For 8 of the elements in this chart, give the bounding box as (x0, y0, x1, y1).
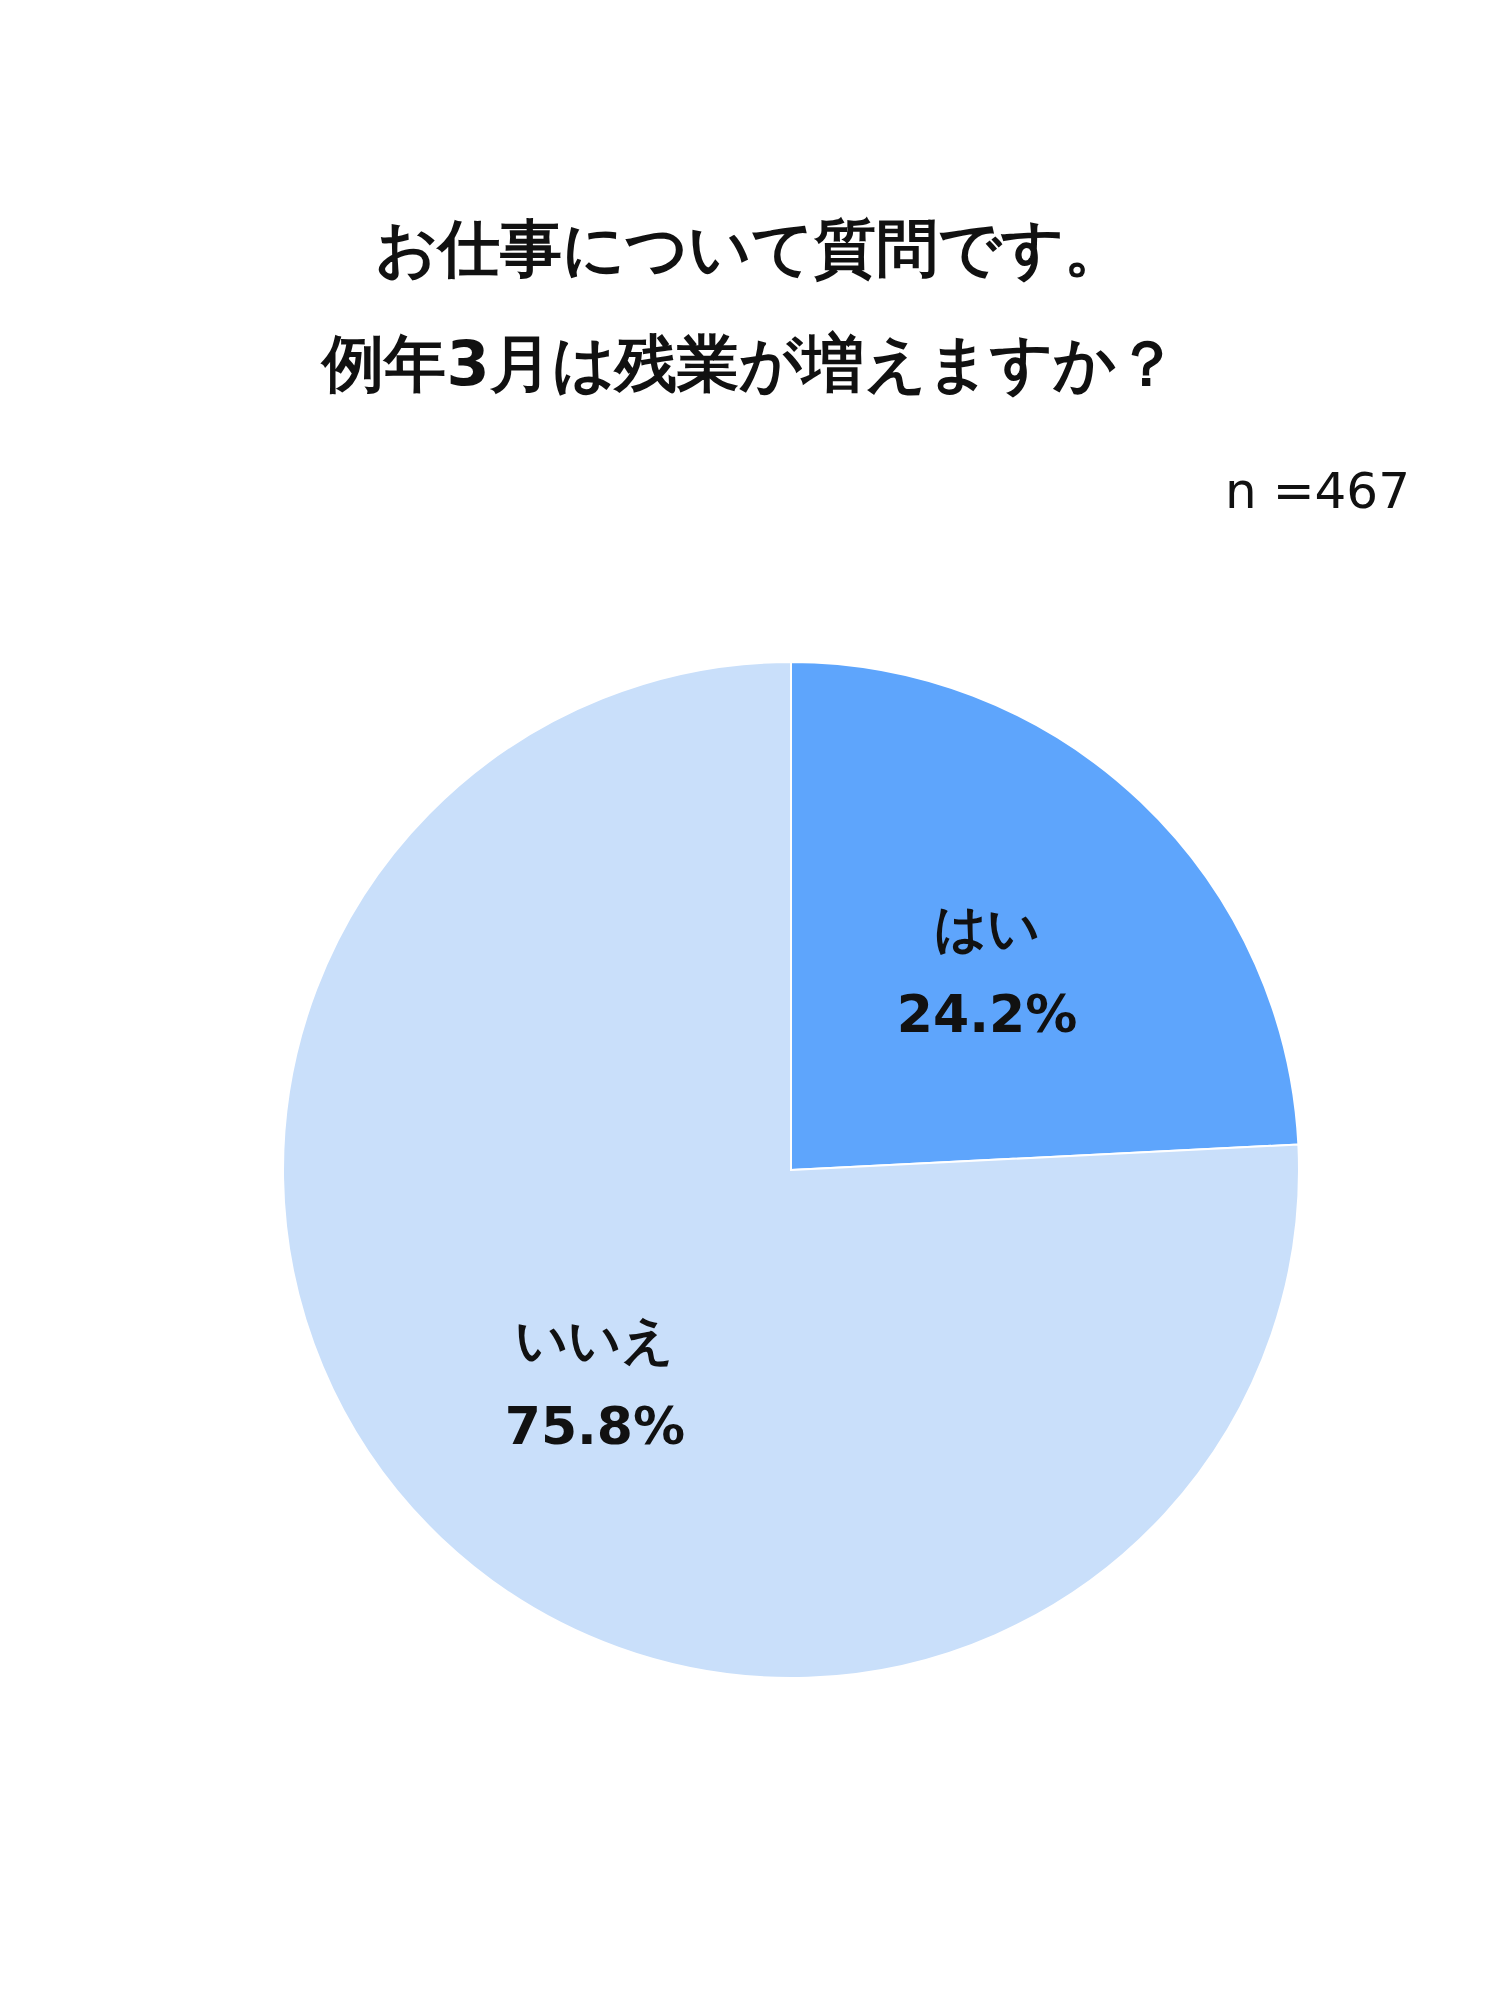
chart-subtitle: 例年3月は残業が増えますか？ (320, 327, 1178, 400)
data-label: 75.8% (504, 1396, 686, 1457)
text: n =467 (1225, 462, 1410, 520)
slice-label: いいえ (515, 1310, 675, 1371)
chart-title: お仕事について質問です。 (374, 212, 1126, 285)
data-label: 24.2% (896, 983, 1078, 1044)
pie-slice (282, 661, 1300, 1679)
slice-label: はい (934, 897, 1041, 958)
